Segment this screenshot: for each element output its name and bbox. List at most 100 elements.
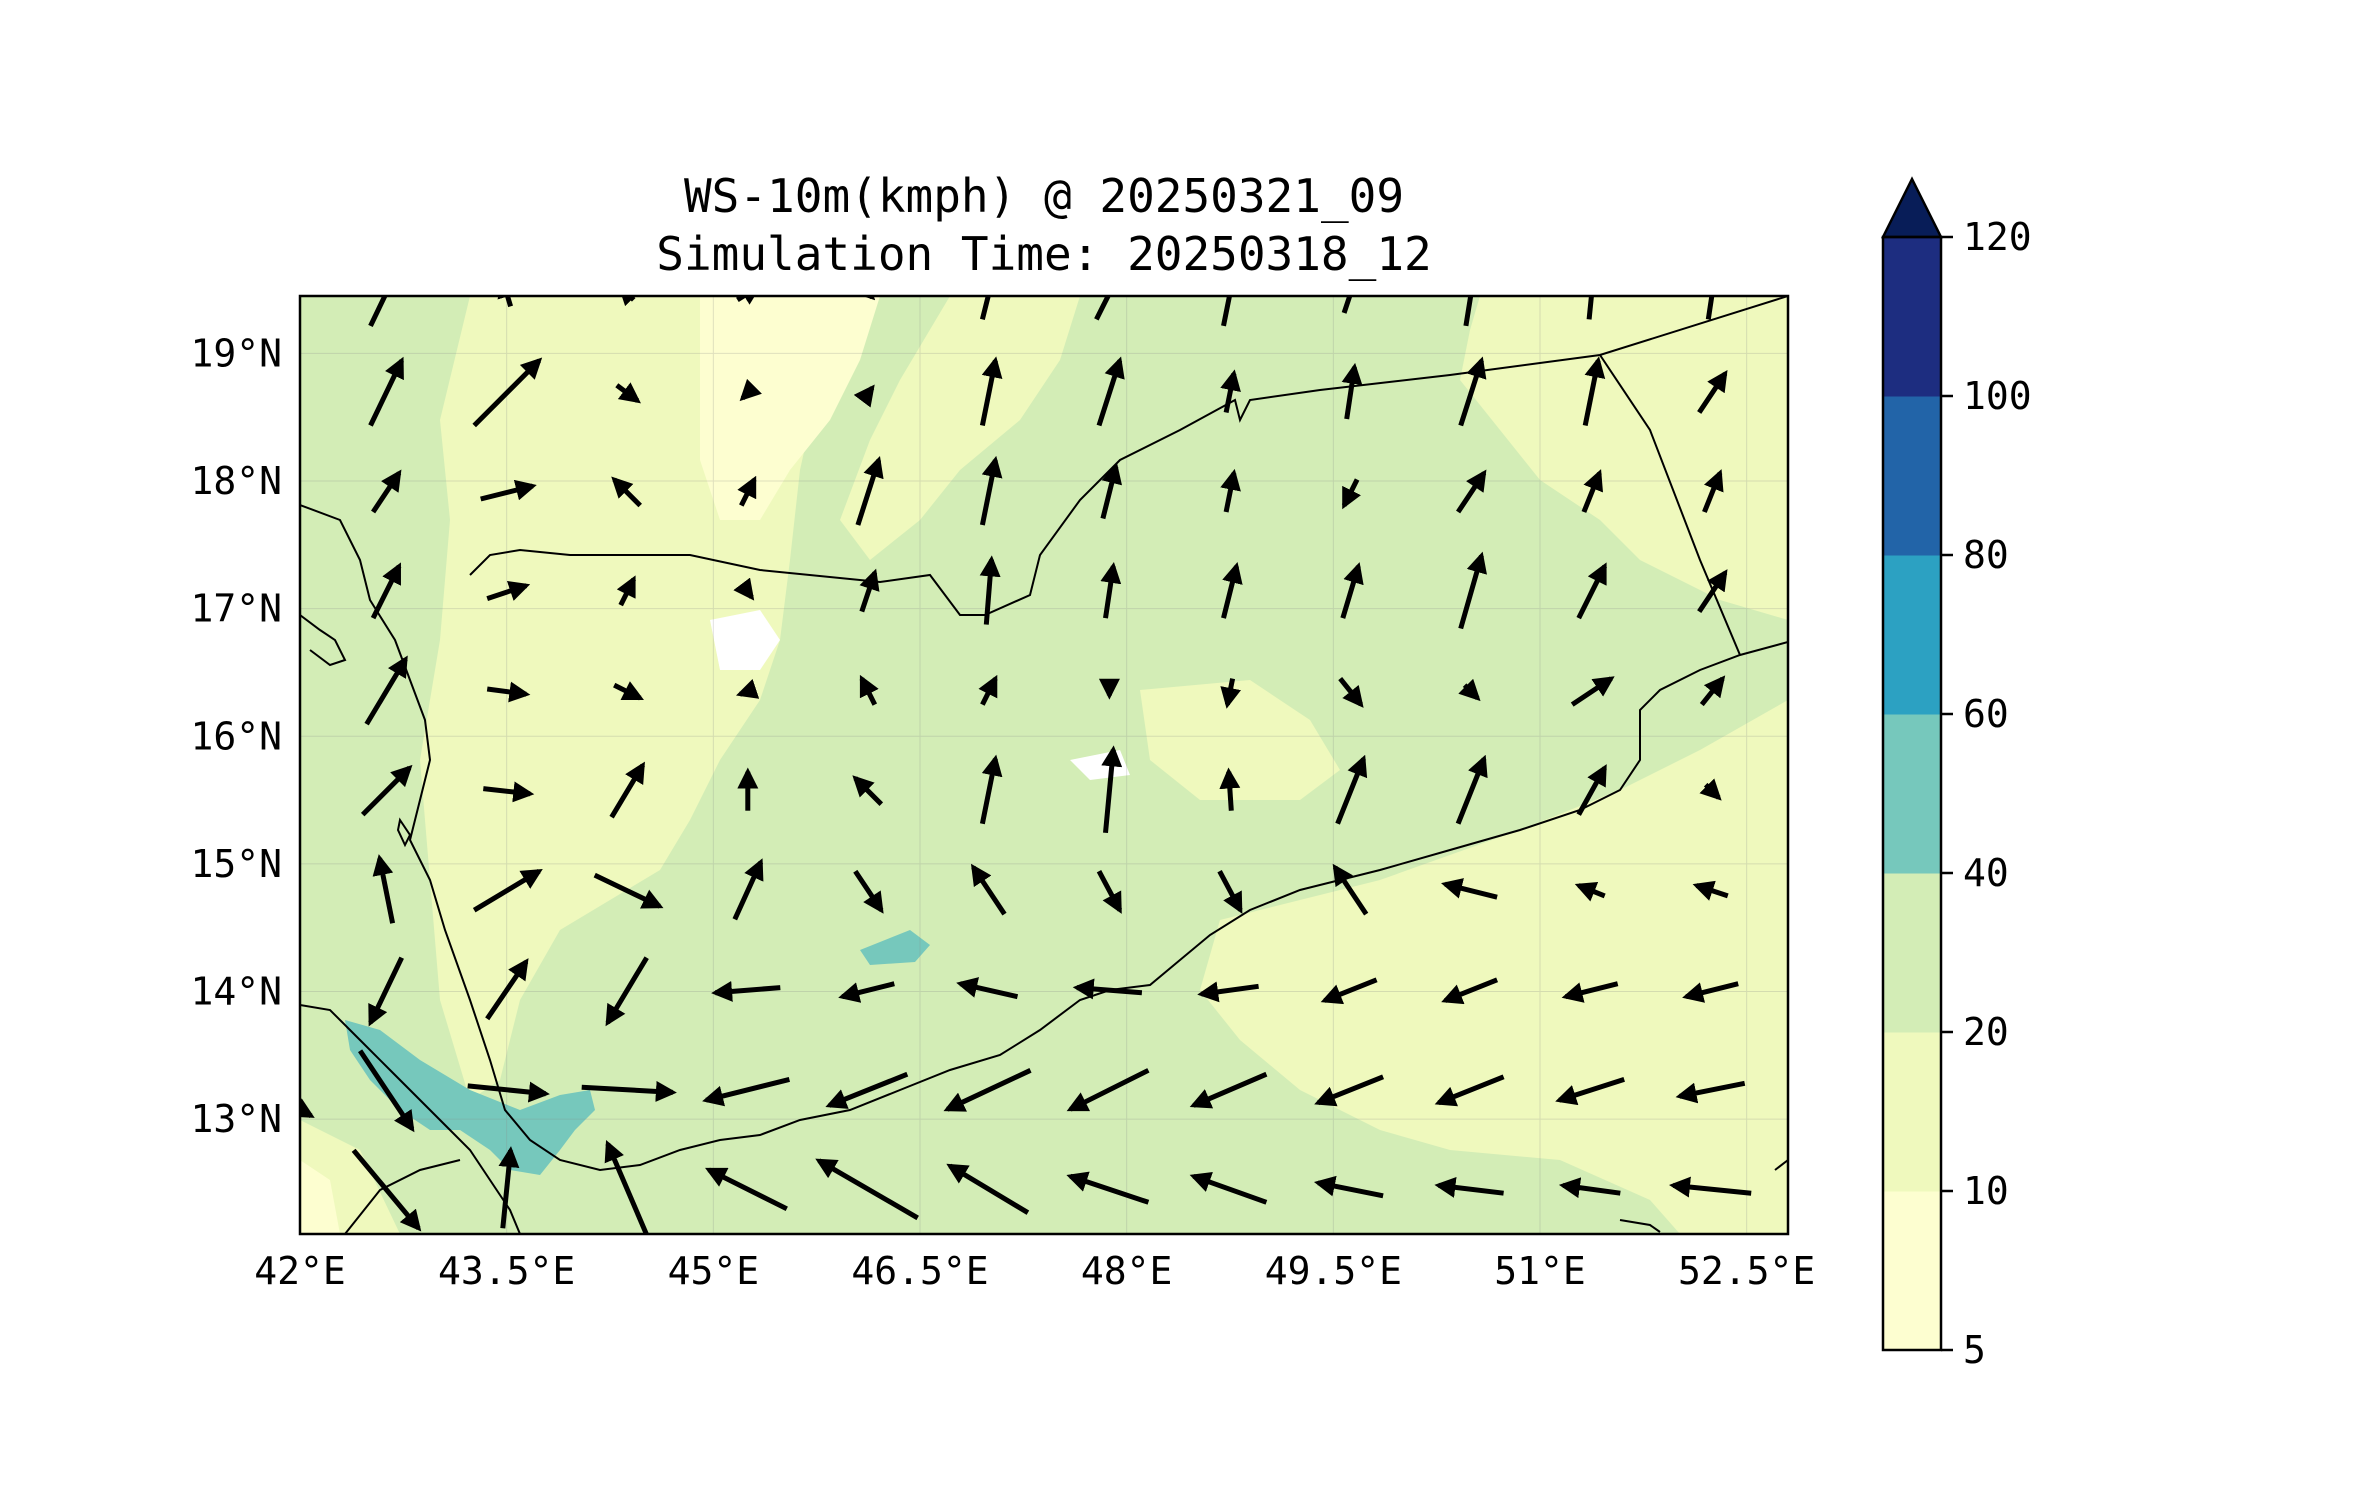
wind-arrow bbox=[253, 267, 279, 319]
colorbar-band bbox=[1883, 237, 1941, 397]
colorbar-extend-arrow bbox=[1880, 176, 1944, 239]
wind-arrow bbox=[1949, 566, 1957, 618]
island-coast-2 bbox=[396, 817, 412, 848]
wind-arrow bbox=[853, 869, 884, 914]
wind-arrow bbox=[1705, 296, 1715, 320]
wind-arrow bbox=[351, 1148, 422, 1232]
colorbar-tick-label: 5 bbox=[1963, 1328, 1986, 1372]
wind-arrow bbox=[1820, 374, 1846, 413]
wind-arrow bbox=[358, 1049, 415, 1133]
title-line-1: WS-10m(kmph) @ 20250321_09 bbox=[684, 169, 1404, 223]
wind-arrow bbox=[1313, 1175, 1384, 1199]
wind-arrow bbox=[237, 1150, 294, 1228]
wind-arrow bbox=[1221, 296, 1233, 327]
y-axis-ticks: 13°N 14°N 15°N 16°N 17°N 18°N 19°N bbox=[190, 331, 282, 1141]
wind-arrow bbox=[1197, 981, 1259, 1003]
wind-arrow bbox=[825, 1071, 909, 1109]
wind-arrow bbox=[485, 958, 529, 1021]
border-saudi-yemen bbox=[469, 296, 1788, 616]
island-coast bbox=[300, 614, 347, 667]
wind-arrow bbox=[1458, 551, 1487, 630]
wind-arrow bbox=[1335, 754, 1368, 825]
wind-arrow bbox=[1682, 981, 1739, 1003]
wind-arrow bbox=[979, 296, 991, 321]
wind-arrow bbox=[1341, 478, 1362, 510]
y-tick-label: 17°N bbox=[190, 587, 282, 631]
colorbar-tick-label: 20 bbox=[1963, 1010, 2009, 1054]
wind-arrow bbox=[604, 1139, 649, 1234]
wind-arrow bbox=[1314, 1074, 1385, 1107]
coastline-africa bbox=[300, 1004, 521, 1234]
wind-arrow bbox=[1574, 881, 1606, 902]
wind-arrow bbox=[1800, 1077, 1865, 1103]
wind-arrow bbox=[739, 378, 762, 402]
wind-arrow bbox=[1101, 745, 1123, 834]
contour-5-10-north bbox=[700, 296, 880, 520]
wind-arrow bbox=[1189, 1071, 1268, 1109]
wind-arrow bbox=[946, 1163, 1030, 1215]
wind-arrow bbox=[1675, 1080, 1746, 1104]
wind-arrow bbox=[1217, 870, 1243, 914]
wind-arrow bbox=[2048, 187, 2100, 200]
wind-arrow bbox=[1692, 880, 1729, 901]
wind-arrow bbox=[1221, 562, 1243, 619]
map-panel: 42°E 43.5°E 45°E 46.5°E 48°E 49.5°E 51°E 52.5°E… bbox=[190, 181, 2106, 1293]
contour-10-20-northeast bbox=[1460, 296, 1788, 620]
wind-arrow bbox=[1820, 566, 1846, 618]
wind-arrow bbox=[853, 384, 875, 408]
wind-arrow bbox=[1570, 676, 1615, 707]
wind-arrow bbox=[1699, 778, 1722, 801]
contour-40-60-red-sea bbox=[345, 1020, 595, 1175]
wind-arrow bbox=[737, 475, 757, 507]
colorbar-band bbox=[1883, 1032, 1941, 1192]
wind-arrow bbox=[1463, 296, 1474, 327]
wind-arrow bbox=[852, 775, 884, 806]
wind-arrow bbox=[616, 575, 636, 607]
wind-arrow bbox=[2041, 380, 2106, 406]
wind-arrow bbox=[1220, 678, 1241, 709]
wind-arrow bbox=[1219, 767, 1241, 811]
wind-arrow bbox=[855, 455, 884, 526]
wind-arrow bbox=[1581, 469, 1604, 513]
coastline-arabia bbox=[300, 504, 1788, 1172]
wind-arrow bbox=[1094, 296, 1111, 321]
wind-arrow bbox=[498, 1146, 520, 1229]
wind-arrow bbox=[467, 1081, 550, 1103]
wind-arrow bbox=[2061, 573, 2087, 612]
wind-arrow bbox=[1702, 469, 1724, 513]
wind-arrow bbox=[1340, 562, 1364, 619]
island-coast-3 bbox=[1619, 1219, 1661, 1233]
wind-arrow bbox=[253, 768, 279, 815]
wind-arrow bbox=[1809, 886, 1856, 896]
x-tick-label: 52.5°E bbox=[1678, 1249, 1815, 1293]
wind-arrow bbox=[979, 555, 1001, 625]
x-tick-label: 43.5°E bbox=[438, 1249, 575, 1293]
wind-arrow bbox=[1669, 1176, 1752, 1198]
y-tick-label: 15°N bbox=[190, 842, 282, 886]
map-frame bbox=[298, 294, 1790, 1236]
wind-arrow bbox=[859, 674, 879, 706]
wind-arrow bbox=[611, 476, 642, 508]
wind-arrow bbox=[1320, 977, 1378, 1005]
contour-10-20-central bbox=[840, 296, 1080, 560]
contour-5-10-sw bbox=[300, 1160, 340, 1234]
x-tick-label: 49.5°E bbox=[1265, 1249, 1402, 1293]
colorbar-frame bbox=[1881, 235, 1943, 1352]
wind-arrow bbox=[1555, 1077, 1625, 1106]
wind-arrow bbox=[1807, 984, 1859, 997]
wind-arrow bbox=[1100, 561, 1122, 619]
x-tick-label: 45°E bbox=[668, 1249, 760, 1293]
wind-arrow bbox=[1582, 356, 1606, 426]
y-tick-label: 19°N bbox=[190, 331, 282, 375]
wind-arrow bbox=[1820, 473, 1846, 512]
wind-arrow bbox=[1558, 1177, 1621, 1199]
y-tick-label: 14°N bbox=[190, 970, 282, 1014]
wind-arrow bbox=[615, 382, 641, 404]
wind-arrow bbox=[815, 1158, 919, 1221]
wind-arrow bbox=[979, 754, 1003, 825]
wind-arrow bbox=[593, 872, 664, 909]
wind-arrow bbox=[1820, 181, 1846, 207]
wind-arrow bbox=[838, 981, 895, 1003]
wind-arrow bbox=[979, 356, 1003, 426]
wind-arrow bbox=[1441, 878, 1498, 900]
